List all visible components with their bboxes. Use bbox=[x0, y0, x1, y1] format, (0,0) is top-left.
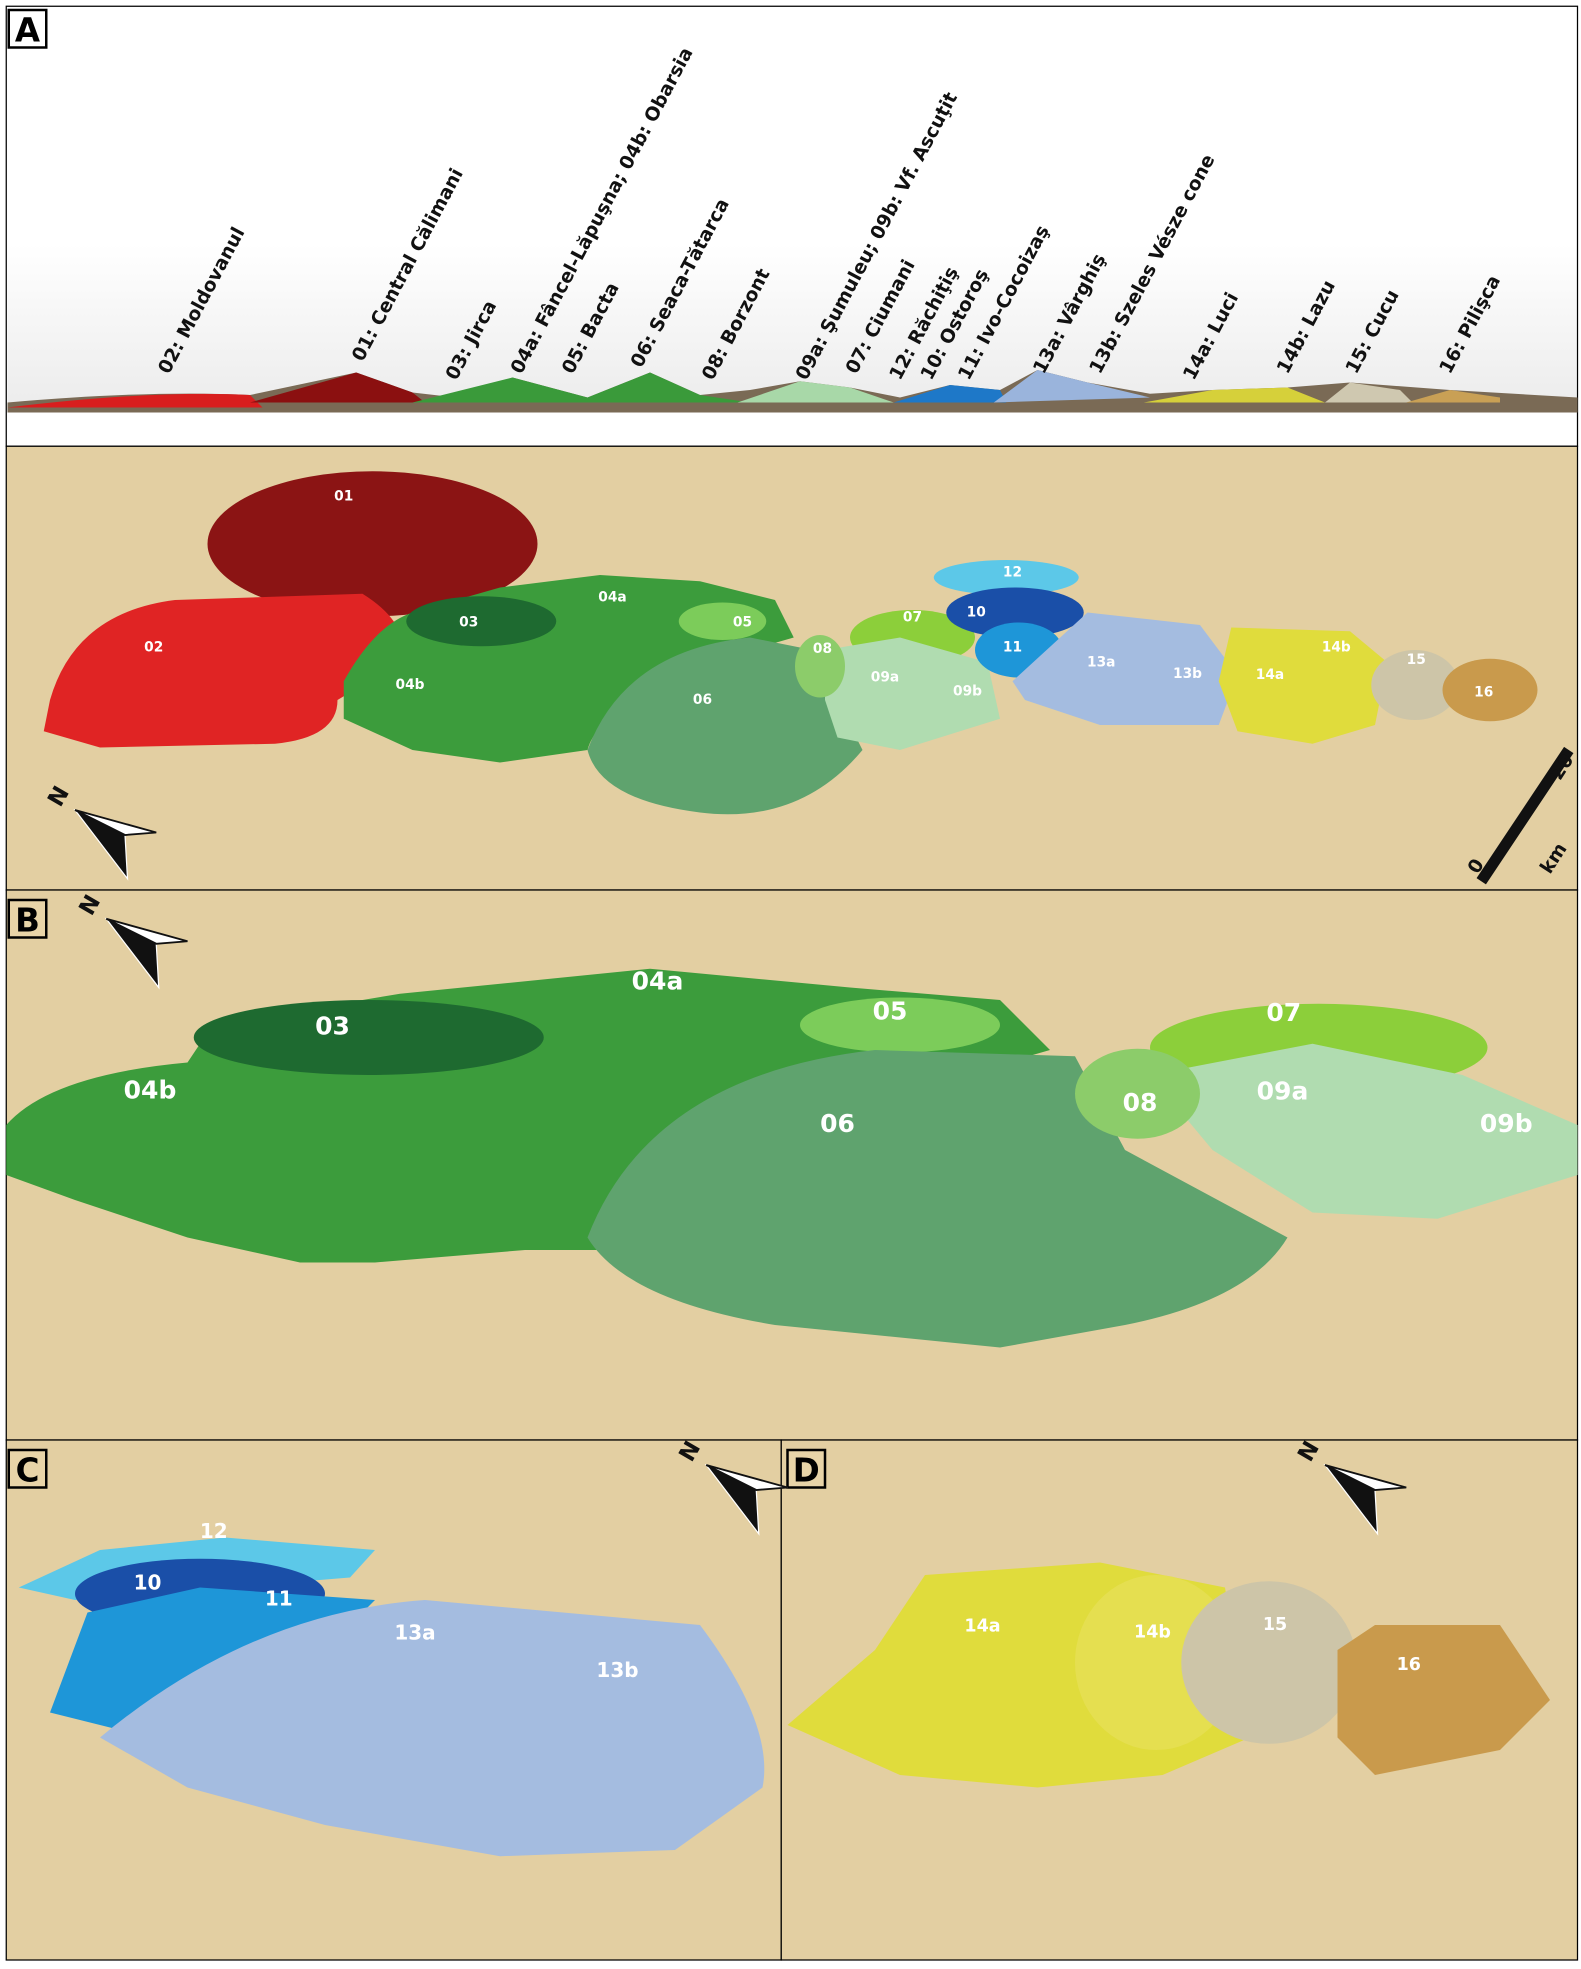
volcano-14 bbox=[1218, 627, 1388, 744]
panel-letter: B bbox=[15, 901, 40, 939]
volcano-label: 13a bbox=[394, 1620, 435, 1644]
volcano-03 bbox=[193, 1000, 544, 1075]
profile-01 bbox=[250, 372, 425, 403]
panel-letter: A bbox=[15, 11, 40, 49]
volcano-label: 10 bbox=[967, 605, 986, 621]
volcano-label: 09a bbox=[1257, 1077, 1309, 1106]
volcano-12 bbox=[933, 560, 1079, 595]
volcano-label: 07 bbox=[1266, 998, 1301, 1027]
volcano-05 bbox=[800, 997, 1000, 1053]
volcano-label: 05 bbox=[733, 615, 752, 631]
volcano-label: 12 bbox=[200, 1519, 228, 1543]
profile-green bbox=[412, 372, 750, 403]
volcano-label: 12 bbox=[1003, 565, 1022, 581]
volcano-label: 10 bbox=[134, 1570, 162, 1594]
volcano-label: 14b bbox=[1322, 640, 1351, 656]
volcano-05 bbox=[678, 602, 767, 640]
volcano-label: 11 bbox=[1003, 640, 1022, 656]
volcano-label: 08 bbox=[1123, 1088, 1158, 1117]
volcano-label: 09b bbox=[953, 683, 982, 699]
volcano-06 bbox=[587, 637, 863, 815]
profile-15 bbox=[1325, 382, 1413, 403]
volcano-06 bbox=[587, 1050, 1288, 1348]
volcano-label: 04a bbox=[598, 590, 626, 606]
volcano-label: 16 bbox=[1474, 685, 1493, 701]
volcano-label: 16 bbox=[1397, 1655, 1421, 1675]
volcano-08 bbox=[795, 635, 845, 698]
volcano-label: 06 bbox=[820, 1109, 855, 1138]
volcano-label: 11 bbox=[265, 1587, 293, 1611]
north-arrow-half bbox=[74, 809, 157, 836]
volcano-label: 05 bbox=[873, 997, 908, 1026]
volcano-label: 09b bbox=[1480, 1109, 1533, 1138]
volcano-16 bbox=[1337, 1625, 1550, 1775]
profile-background bbox=[7, 243, 1577, 407]
volcano-15 bbox=[1181, 1581, 1357, 1744]
volcano-label: 09a bbox=[871, 670, 899, 686]
volcano-label: 13b bbox=[1173, 666, 1202, 682]
volcano-09 bbox=[1150, 1043, 1578, 1219]
profile-13 bbox=[993, 370, 1150, 403]
volcano-08 bbox=[1075, 1048, 1200, 1139]
volcano-label: 06 bbox=[693, 692, 712, 708]
volcano-09 bbox=[825, 637, 1000, 750]
letter-box bbox=[7, 8, 48, 49]
profile-light-green bbox=[737, 381, 894, 403]
volcano-label: 03 bbox=[459, 615, 478, 631]
north-arrow-half bbox=[1324, 1464, 1407, 1491]
volcano-label: 08 bbox=[813, 641, 832, 657]
volcano-10 bbox=[946, 587, 1084, 638]
volcano-label: 14a bbox=[1256, 667, 1284, 683]
volcano-01 bbox=[207, 471, 538, 617]
volcano-label: 01 bbox=[334, 488, 353, 504]
volcano-label: 13b bbox=[596, 1658, 638, 1682]
north-arrow-half bbox=[705, 1464, 788, 1491]
volcano-label: 04b bbox=[124, 1075, 177, 1104]
volcano-03 bbox=[406, 596, 557, 647]
panel-letters: A B C D bbox=[7, 8, 827, 1489]
volcano-label: 04b bbox=[396, 677, 425, 693]
letter-box bbox=[7, 898, 48, 939]
volcano-13 bbox=[100, 1600, 765, 1857]
scale-bar bbox=[1476, 746, 1574, 885]
volcano-label: 14a bbox=[964, 1616, 1000, 1636]
volcano-label: 13a bbox=[1087, 655, 1115, 671]
volcano-13 bbox=[1012, 612, 1238, 725]
volcano-label: 04a bbox=[632, 967, 684, 996]
letter-box bbox=[7, 1448, 48, 1489]
letter-box bbox=[786, 1448, 827, 1489]
profile-blue bbox=[893, 385, 1007, 403]
panel-letter: D bbox=[793, 1451, 820, 1489]
profile-16 bbox=[1406, 390, 1500, 403]
volcano-label: 15 bbox=[1407, 652, 1426, 668]
panel-letter: C bbox=[16, 1451, 40, 1489]
volcano-label: 15 bbox=[1263, 1615, 1287, 1635]
volcano-label: 03 bbox=[315, 1012, 350, 1041]
volcano-15 bbox=[1371, 650, 1459, 720]
volcano-label: 02 bbox=[144, 640, 163, 656]
volcano-label: 14b bbox=[1134, 1623, 1171, 1643]
volcano-02 bbox=[43, 593, 403, 748]
north-arrow-half bbox=[105, 917, 188, 945]
profile-02 bbox=[7, 393, 263, 408]
profile-14 bbox=[1143, 387, 1325, 403]
figure-content: A B C D 02: Moldovanul 01: Central Călima… bbox=[5, 5, 1578, 1961]
volcano-label: 07 bbox=[903, 610, 922, 626]
volcano-16 bbox=[1442, 658, 1538, 722]
